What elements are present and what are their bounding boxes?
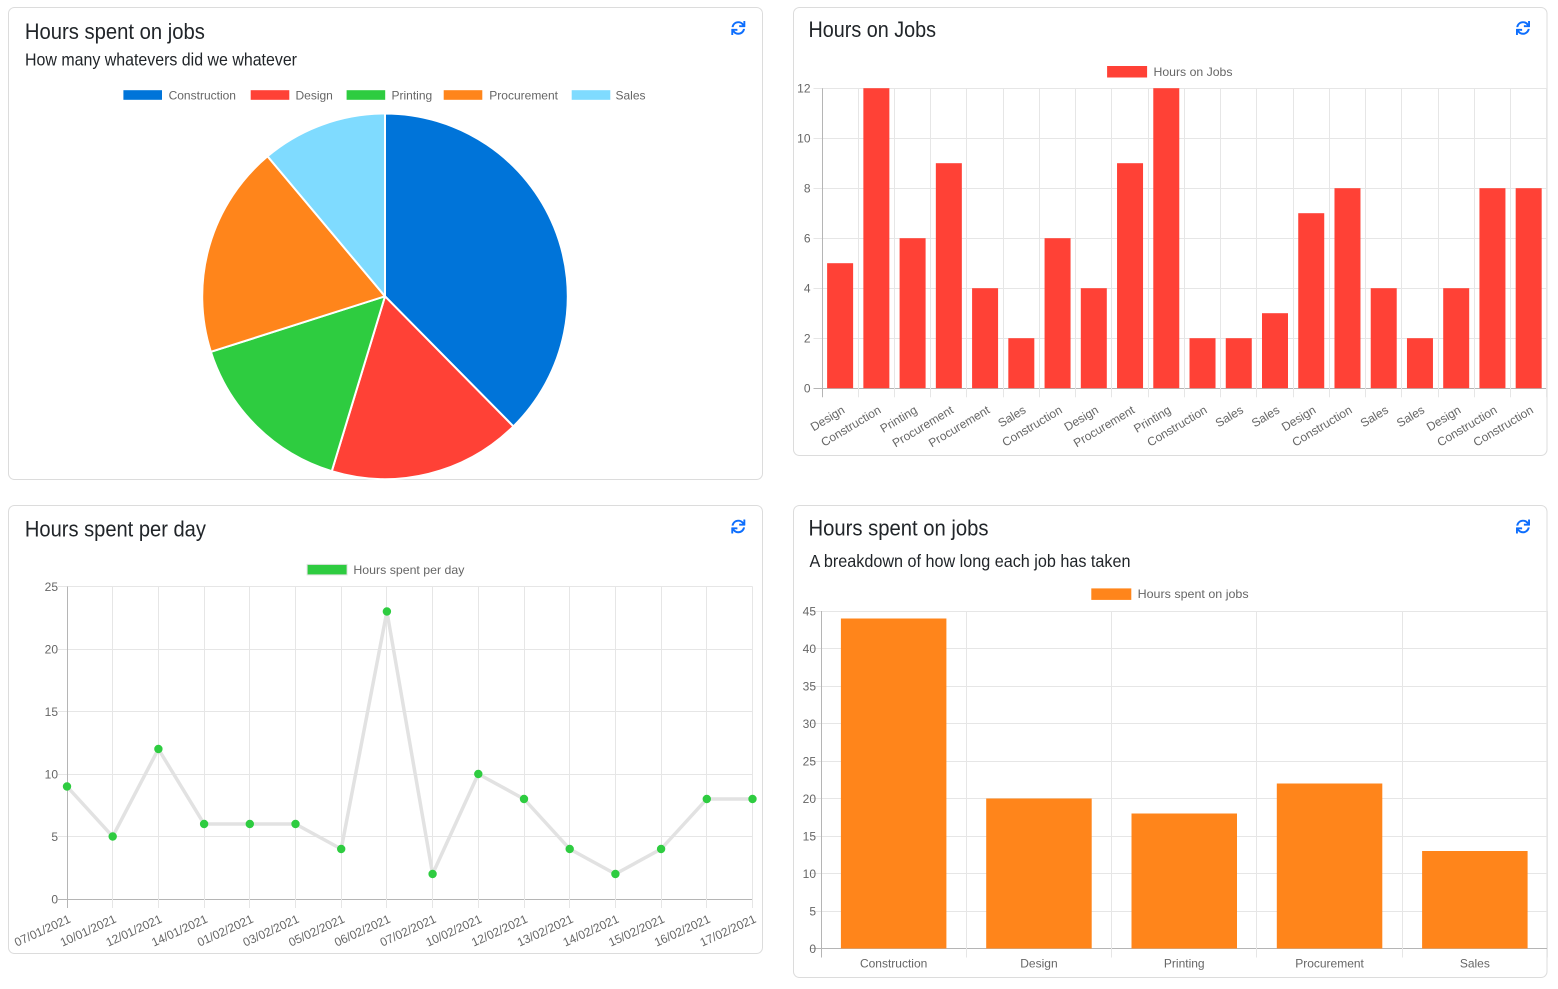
svg-text:Construction: Construction — [169, 89, 236, 103]
svg-text:Sales: Sales — [1460, 957, 1490, 971]
svg-text:Hours spent on jobs: Hours spent on jobs — [1138, 587, 1249, 601]
svg-text:5: 5 — [809, 904, 816, 918]
svg-text:Design: Design — [1020, 957, 1057, 971]
svg-text:15: 15 — [803, 829, 817, 843]
svg-text:Hours spent on jobs: Hours spent on jobs — [809, 515, 989, 540]
svg-text:Sales: Sales — [616, 89, 646, 103]
svg-text:Printing: Printing — [392, 89, 433, 103]
svg-text:20: 20 — [45, 642, 59, 656]
svg-text:0: 0 — [51, 892, 58, 906]
svg-text:Procurement: Procurement — [1295, 957, 1364, 971]
svg-text:20: 20 — [803, 792, 817, 806]
svg-text:10: 10 — [45, 767, 59, 781]
svg-text:6: 6 — [804, 232, 811, 246]
svg-text:10: 10 — [803, 867, 817, 881]
svg-text:How many whatevers did we what: How many whatevers did we whatever — [25, 50, 297, 70]
svg-text:4: 4 — [804, 282, 811, 296]
svg-text:12: 12 — [797, 82, 811, 96]
svg-text:0: 0 — [809, 942, 816, 956]
svg-text:35: 35 — [803, 679, 817, 693]
svg-text:Construction: Construction — [860, 957, 927, 971]
svg-text:Hours on Jobs: Hours on Jobs — [1154, 65, 1233, 79]
svg-text:10: 10 — [797, 132, 811, 146]
svg-text:15: 15 — [45, 705, 59, 719]
svg-text:30: 30 — [803, 717, 817, 731]
svg-text:Hours spent per day: Hours spent per day — [25, 516, 206, 541]
svg-text:8: 8 — [804, 182, 811, 196]
svg-text:2: 2 — [804, 332, 811, 346]
svg-text:Hours spent per day: Hours spent per day — [353, 563, 464, 577]
svg-text:45: 45 — [803, 604, 817, 618]
svg-text:Printing: Printing — [1164, 957, 1205, 971]
svg-text:Design: Design — [296, 89, 333, 103]
svg-text:25: 25 — [803, 754, 817, 768]
svg-text:40: 40 — [803, 642, 817, 656]
svg-text:25: 25 — [45, 580, 59, 594]
svg-text:Hours spent on jobs: Hours spent on jobs — [25, 19, 205, 44]
svg-text:5: 5 — [51, 830, 58, 844]
svg-text:0: 0 — [804, 382, 811, 396]
svg-text:A breakdown of how long each j: A breakdown of how long each job has tak… — [810, 551, 1131, 571]
svg-text:Procurement: Procurement — [489, 89, 558, 103]
svg-text:Hours on Jobs: Hours on Jobs — [809, 17, 937, 42]
